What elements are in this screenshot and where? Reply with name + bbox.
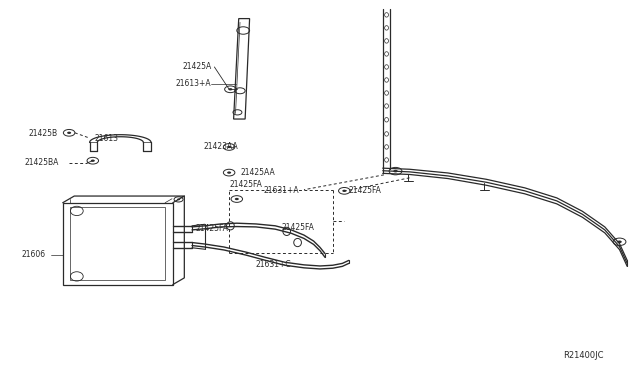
Text: 21425FA: 21425FA (229, 180, 262, 189)
Bar (63, 203, 173, 285)
Circle shape (228, 88, 232, 90)
Text: 21425FA: 21425FA (282, 223, 314, 232)
Circle shape (67, 132, 71, 134)
Text: 21425B: 21425B (29, 129, 58, 138)
Circle shape (91, 160, 95, 162)
Text: 21613+A: 21613+A (175, 79, 211, 88)
Circle shape (235, 198, 239, 200)
Text: 21423AA: 21423AA (204, 142, 238, 151)
Text: 21425FA: 21425FA (349, 186, 381, 195)
Text: 21631+C: 21631+C (256, 260, 292, 269)
Text: 21613: 21613 (95, 134, 119, 143)
Text: 21425FA: 21425FA (196, 224, 228, 233)
Text: 21631+A: 21631+A (264, 186, 300, 195)
Text: 21425AA: 21425AA (241, 168, 275, 177)
Circle shape (393, 170, 398, 172)
Circle shape (617, 241, 622, 243)
Bar (70, 207, 165, 280)
Text: 21425A: 21425A (182, 62, 212, 71)
Text: R21400JC: R21400JC (563, 351, 604, 360)
Circle shape (227, 146, 231, 148)
Text: 21425BA: 21425BA (24, 158, 59, 167)
Circle shape (227, 171, 231, 174)
Circle shape (342, 190, 346, 192)
Circle shape (177, 199, 180, 200)
Text: 21606: 21606 (21, 250, 45, 259)
